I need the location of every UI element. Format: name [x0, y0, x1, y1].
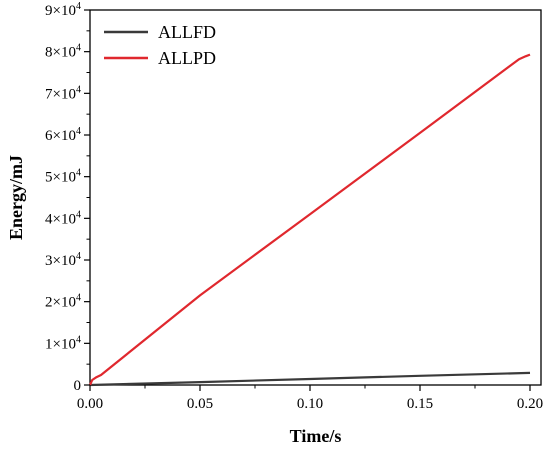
y-tick-label-exponent: 4 [76, 293, 81, 304]
x-tick-label: 0.20 [517, 396, 543, 412]
y-tick-label: 8×104 [45, 43, 81, 61]
y-tick-label: 4×104 [45, 209, 81, 227]
y-tick-label-exponent: 4 [76, 1, 81, 12]
legend: ALLFD ALLPD [104, 22, 216, 68]
y-tick-label-base: 6×10 [45, 128, 76, 144]
y-tick-label: 3×104 [45, 251, 81, 269]
y-tick-label-base: 2×10 [45, 295, 76, 311]
y-tick-label-exponent: 4 [76, 209, 81, 220]
y-tick-label-base: 8×10 [45, 45, 76, 61]
legend-label: ALLPD [158, 48, 216, 68]
series-layer [88, 53, 531, 387]
y-tick-label-base: 5×10 [45, 170, 76, 186]
y-tick-label-base: 1×10 [45, 336, 76, 352]
y-tick-label: 0 [74, 378, 82, 394]
y-tick-label-base: 0 [74, 378, 82, 394]
series-line-allpd [88, 53, 531, 386]
legend-label: ALLFD [158, 22, 216, 42]
x-tick-label: 0.00 [77, 396, 103, 412]
y-tick-label-exponent: 4 [76, 126, 81, 137]
y-tick-label-exponent: 4 [76, 251, 81, 262]
y-tick-label: 9×104 [45, 1, 81, 19]
axes-layer: 0.00 0.05 0.10 0.15 0.2001×1042×1043×1044×10… [45, 1, 543, 412]
y-tick-label-base: 9×10 [45, 3, 76, 19]
y-axis-title: Energy/mJ [6, 155, 26, 240]
y-tick-label: 6×104 [45, 126, 81, 144]
y-tick-label-base: 4×10 [45, 211, 76, 227]
x-tick-label: 0.10 [297, 396, 323, 412]
series-line-allfd [89, 371, 531, 387]
y-tick-label-base: 3×10 [45, 253, 76, 269]
y-tick-label-exponent: 4 [76, 334, 81, 345]
y-tick-label-exponent: 4 [76, 43, 81, 54]
y-tick-label: 7×104 [45, 84, 81, 102]
x-tick-label: 0.15 [407, 396, 433, 412]
y-tick-label: 2×104 [45, 293, 81, 311]
x-tick-label: 0.05 [187, 396, 213, 412]
y-tick-label-exponent: 4 [76, 168, 81, 179]
y-tick-label: 1×104 [45, 334, 81, 352]
y-tick-label: 5×104 [45, 168, 81, 186]
x-axis-title: Time/s [290, 426, 342, 446]
y-tick-label-exponent: 4 [76, 84, 81, 95]
y-tick-label-base: 7×10 [45, 86, 76, 102]
